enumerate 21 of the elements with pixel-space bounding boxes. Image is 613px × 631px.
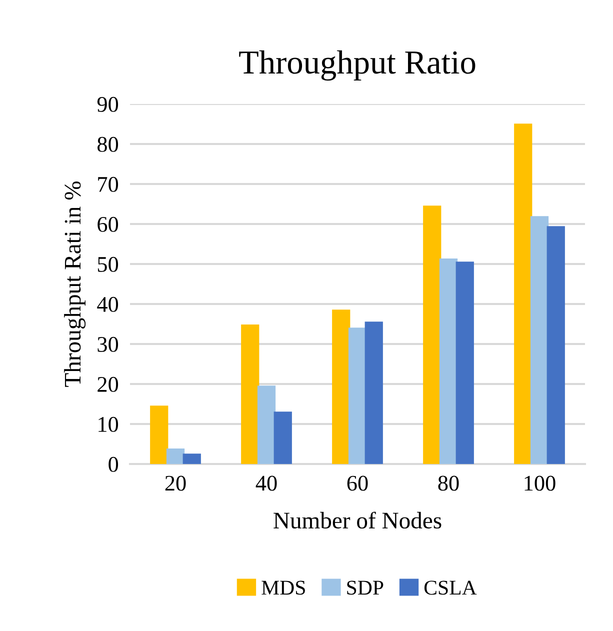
y-tick-label: 90 (97, 96, 118, 112)
y-tick-label: 0 (108, 456, 118, 472)
x-axis-title: Number of Nodes (274, 512, 442, 529)
chart-title: Throughput Ratio (239, 50, 476, 81)
y-tick-label: 10 (98, 416, 118, 432)
y-tick-label: 60 (98, 216, 118, 232)
x-tick-label: 20 (165, 476, 186, 491)
legend-label: CSLA (424, 580, 477, 595)
legend-label: SDP (347, 580, 384, 595)
x-tick-label: 100 (524, 476, 556, 491)
x-tick-label: 60 (347, 476, 368, 491)
y-axis-title: Throughput Rati in % (64, 182, 86, 387)
y-tick-label: 50 (98, 256, 118, 272)
y-tick-label: 80 (98, 136, 118, 152)
y-tick-label: 70 (98, 176, 118, 192)
y-tick-label: 40 (97, 296, 118, 312)
legend-label: MDS (262, 580, 305, 595)
x-tick-label: 40 (256, 476, 277, 491)
x-tick-label: 80 (438, 476, 459, 491)
y-tick-label: 20 (98, 376, 118, 392)
y-tick-label: 30 (98, 336, 118, 352)
